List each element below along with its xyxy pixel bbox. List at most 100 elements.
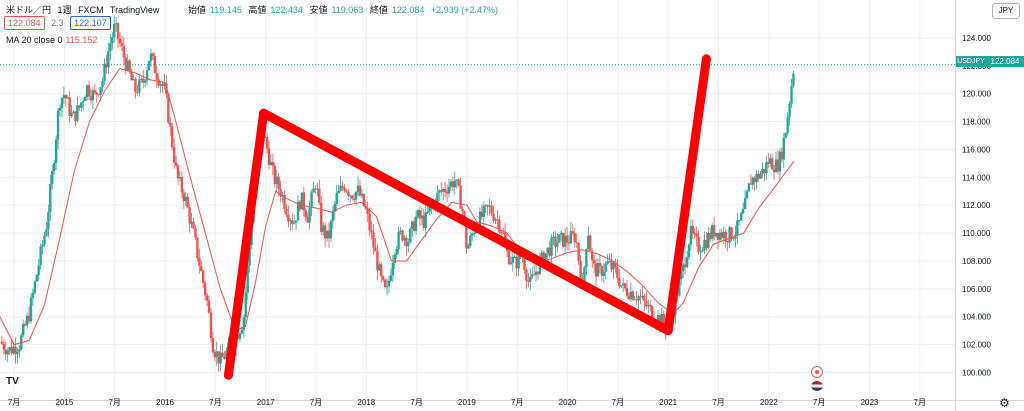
candle-body (318, 188, 321, 203)
candle-body (681, 264, 685, 272)
candle-body (306, 217, 309, 223)
candle-body (443, 189, 447, 193)
high-value: 122.434 (270, 5, 303, 15)
candle-body (8, 347, 11, 351)
candle-body (200, 265, 203, 271)
candle-body (523, 256, 526, 270)
event-icon[interactable] (811, 366, 823, 378)
candle-body (716, 233, 720, 240)
candle-body (455, 179, 458, 181)
candle-body (536, 271, 540, 274)
candle-body (370, 230, 373, 233)
bid-button[interactable]: 122.084 (4, 16, 45, 30)
candle-body (366, 208, 369, 214)
candle-body (93, 90, 97, 93)
candle-body (420, 215, 424, 219)
candle-body (376, 251, 379, 271)
candle-body (296, 201, 300, 221)
y-tick-label: 102.000 (962, 341, 991, 350)
x-tick-label: 2023 (861, 398, 879, 407)
interval-label[interactable]: 1週 (57, 5, 72, 15)
candle-body (616, 267, 619, 278)
currency-button[interactable]: JPY (992, 3, 1020, 19)
candle-body (441, 189, 445, 192)
candle-body (705, 239, 708, 249)
ask-button[interactable]: 122.107 (70, 16, 111, 30)
candle-body (558, 234, 561, 243)
candle-body (467, 245, 470, 249)
x-tick-label: 7月 (108, 398, 120, 407)
candle-body (171, 126, 174, 148)
candle-body (219, 352, 222, 364)
y-tick-label: 114.000 (962, 173, 991, 182)
candle-body (298, 201, 302, 210)
candle-body (747, 183, 751, 192)
y-tick-label: 100.000 (962, 368, 991, 377)
candle-body (167, 93, 170, 123)
candle-body (31, 292, 35, 299)
candle-body (337, 190, 340, 193)
candle-body (649, 304, 652, 307)
candle-body (776, 159, 780, 172)
candle-body (358, 185, 362, 196)
candle-body (699, 251, 702, 253)
candle-body (184, 196, 187, 202)
candle-body (722, 231, 725, 238)
candle-body (484, 204, 487, 207)
candle-body (554, 236, 557, 247)
candle-body (385, 286, 389, 288)
candle-body (343, 187, 346, 191)
candle-body (790, 85, 793, 104)
candle-body (546, 247, 549, 254)
candle-body (772, 169, 776, 173)
candle-body (153, 56, 157, 73)
gear-icon[interactable]: ⚙ (999, 396, 1010, 410)
x-tick-label: 7月 (209, 398, 221, 407)
candle-body (449, 181, 453, 187)
us-flag-icon[interactable] (810, 380, 824, 392)
candle-body (391, 262, 395, 276)
x-tick-label: 2021 (659, 398, 677, 407)
candle-body (223, 357, 226, 359)
y-tick-label: 108.000 (962, 257, 991, 266)
time-axis: 7月 2015 7月 2016 7月 2017 7月 2018 7月 2019 7月 2020 7月 20… (0, 398, 1024, 407)
candle-body (287, 214, 290, 222)
candle-body (743, 197, 747, 210)
candle-body (691, 225, 695, 234)
candle-body (738, 220, 741, 222)
candle-body (380, 264, 383, 277)
candle-body (335, 192, 338, 205)
x-tick-label: 7月 (511, 398, 523, 407)
candle-body (571, 231, 575, 234)
ma-legend[interactable]: MA 20 close 0 115.152 (6, 35, 97, 45)
candle-body (645, 301, 648, 307)
candle-body (438, 190, 441, 193)
candle-body (488, 205, 491, 207)
candle-body (52, 162, 56, 172)
candle-body (122, 46, 126, 58)
high-label: 高値 (248, 5, 267, 15)
candle-body (6, 350, 9, 355)
candle-body (503, 232, 507, 242)
trend-line (663, 54, 711, 336)
candle-body (763, 168, 766, 174)
candle-body (407, 242, 410, 247)
candle-body (323, 225, 327, 239)
symbol-description[interactable]: 米ドル／円 (6, 5, 52, 15)
candle-body (411, 221, 414, 229)
last-price-tag: 122.084 (986, 56, 1024, 67)
candle-body (623, 283, 627, 289)
candle-body (308, 207, 311, 223)
candle-body (304, 210, 307, 218)
candle-body (470, 233, 474, 236)
candle-body (707, 232, 710, 249)
candle-body (103, 63, 106, 81)
candle-body (643, 295, 646, 302)
candle-body (188, 207, 191, 224)
candle-body (186, 196, 189, 208)
candle-body (80, 102, 83, 108)
x-tick-label: 2019 (458, 398, 476, 407)
x-tick-label: 7月 (813, 398, 825, 407)
candle-body (530, 274, 534, 277)
